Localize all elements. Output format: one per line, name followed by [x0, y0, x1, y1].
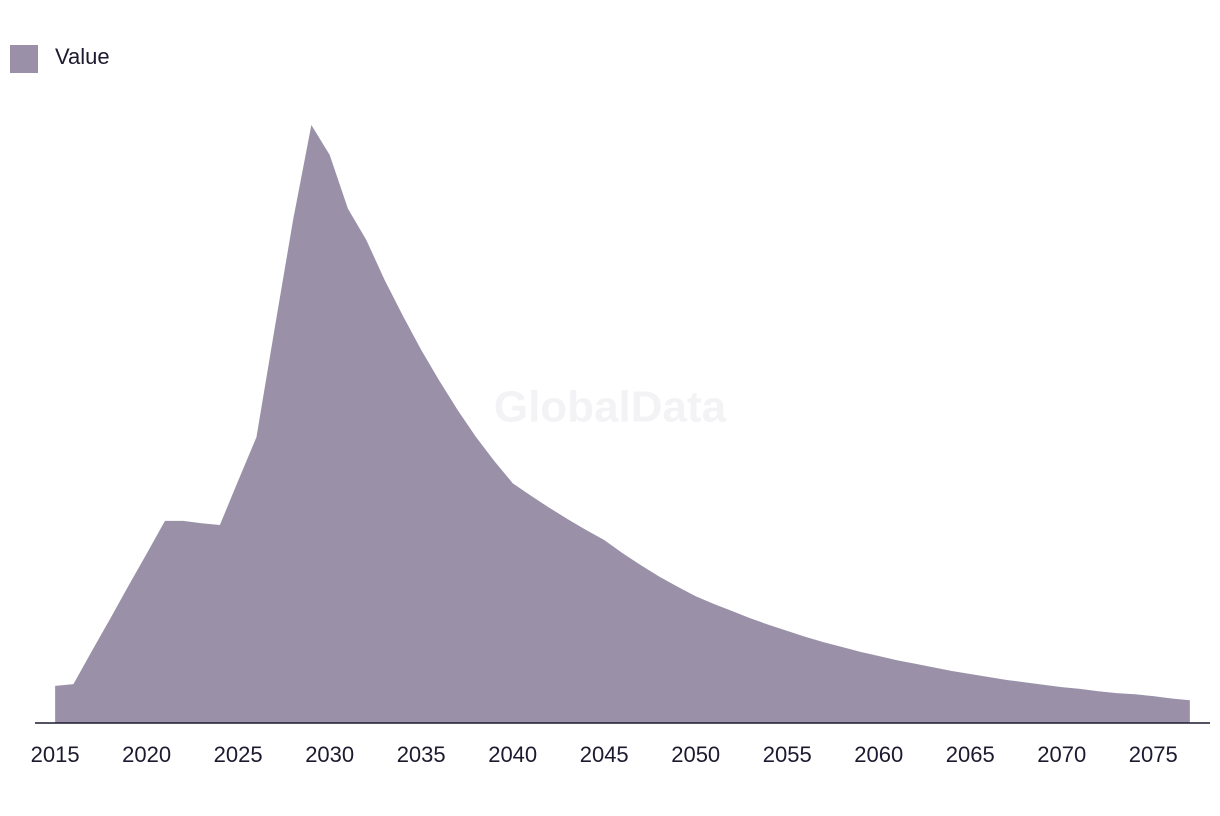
x-tick-label: 2075 — [1129, 742, 1178, 767]
x-tick-label: 2015 — [31, 742, 80, 767]
legend-label: Value — [55, 44, 110, 69]
legend-swatch — [10, 45, 38, 73]
x-tick-label: 2050 — [671, 742, 720, 767]
x-tick-label: 2030 — [305, 742, 354, 767]
x-tick-label: 2060 — [854, 742, 903, 767]
x-tick-label: 2070 — [1037, 742, 1086, 767]
watermark: GlobalData — [494, 383, 727, 432]
x-tick-label: 2065 — [946, 742, 995, 767]
x-tick-label: 2040 — [488, 742, 537, 767]
x-tick-label: 2025 — [214, 742, 263, 767]
x-tick-label: 2045 — [580, 742, 629, 767]
x-tick-label: 2035 — [397, 742, 446, 767]
x-tick-label: 2055 — [763, 742, 812, 767]
area — [55, 125, 1190, 723]
x-tick-label: 2020 — [122, 742, 171, 767]
